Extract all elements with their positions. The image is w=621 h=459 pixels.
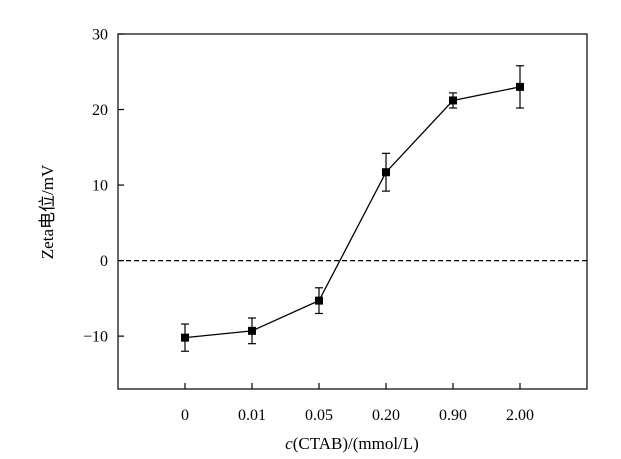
x-axis-ticks: 0 0.01 0.05 0.20 0.90 2.00	[181, 383, 534, 424]
data-point	[516, 82, 524, 91]
data-point	[382, 168, 390, 177]
x-tick-label: 0.01	[238, 407, 266, 424]
series-line	[184, 86, 521, 339]
y-axis-ticks: −10 0 10 20 30	[83, 27, 124, 346]
x-tick-label: 0.05	[305, 407, 333, 424]
x-tick-label: 2.00	[506, 407, 534, 424]
y-tick-label: 0	[100, 253, 108, 270]
y-tick-label: −10	[83, 329, 108, 346]
data-point	[315, 296, 323, 305]
series-layer	[181, 65, 524, 352]
plot-frame	[117, 33, 588, 390]
y-tick-label: 30	[92, 27, 108, 44]
data-point	[181, 333, 189, 342]
data-point	[248, 326, 256, 335]
x-tick-label: 0.20	[372, 407, 400, 424]
data-point	[449, 96, 457, 105]
x-tick-label: 0.90	[439, 407, 467, 424]
y-tick-label: 10	[92, 178, 108, 195]
x-tick-label: 0	[181, 407, 189, 424]
x-axis-title: c(CTAB)/(mmol/L)	[285, 434, 419, 453]
y-axis-title: Zeta电位/mV	[38, 164, 57, 259]
y-tick-label: 20	[92, 102, 108, 119]
